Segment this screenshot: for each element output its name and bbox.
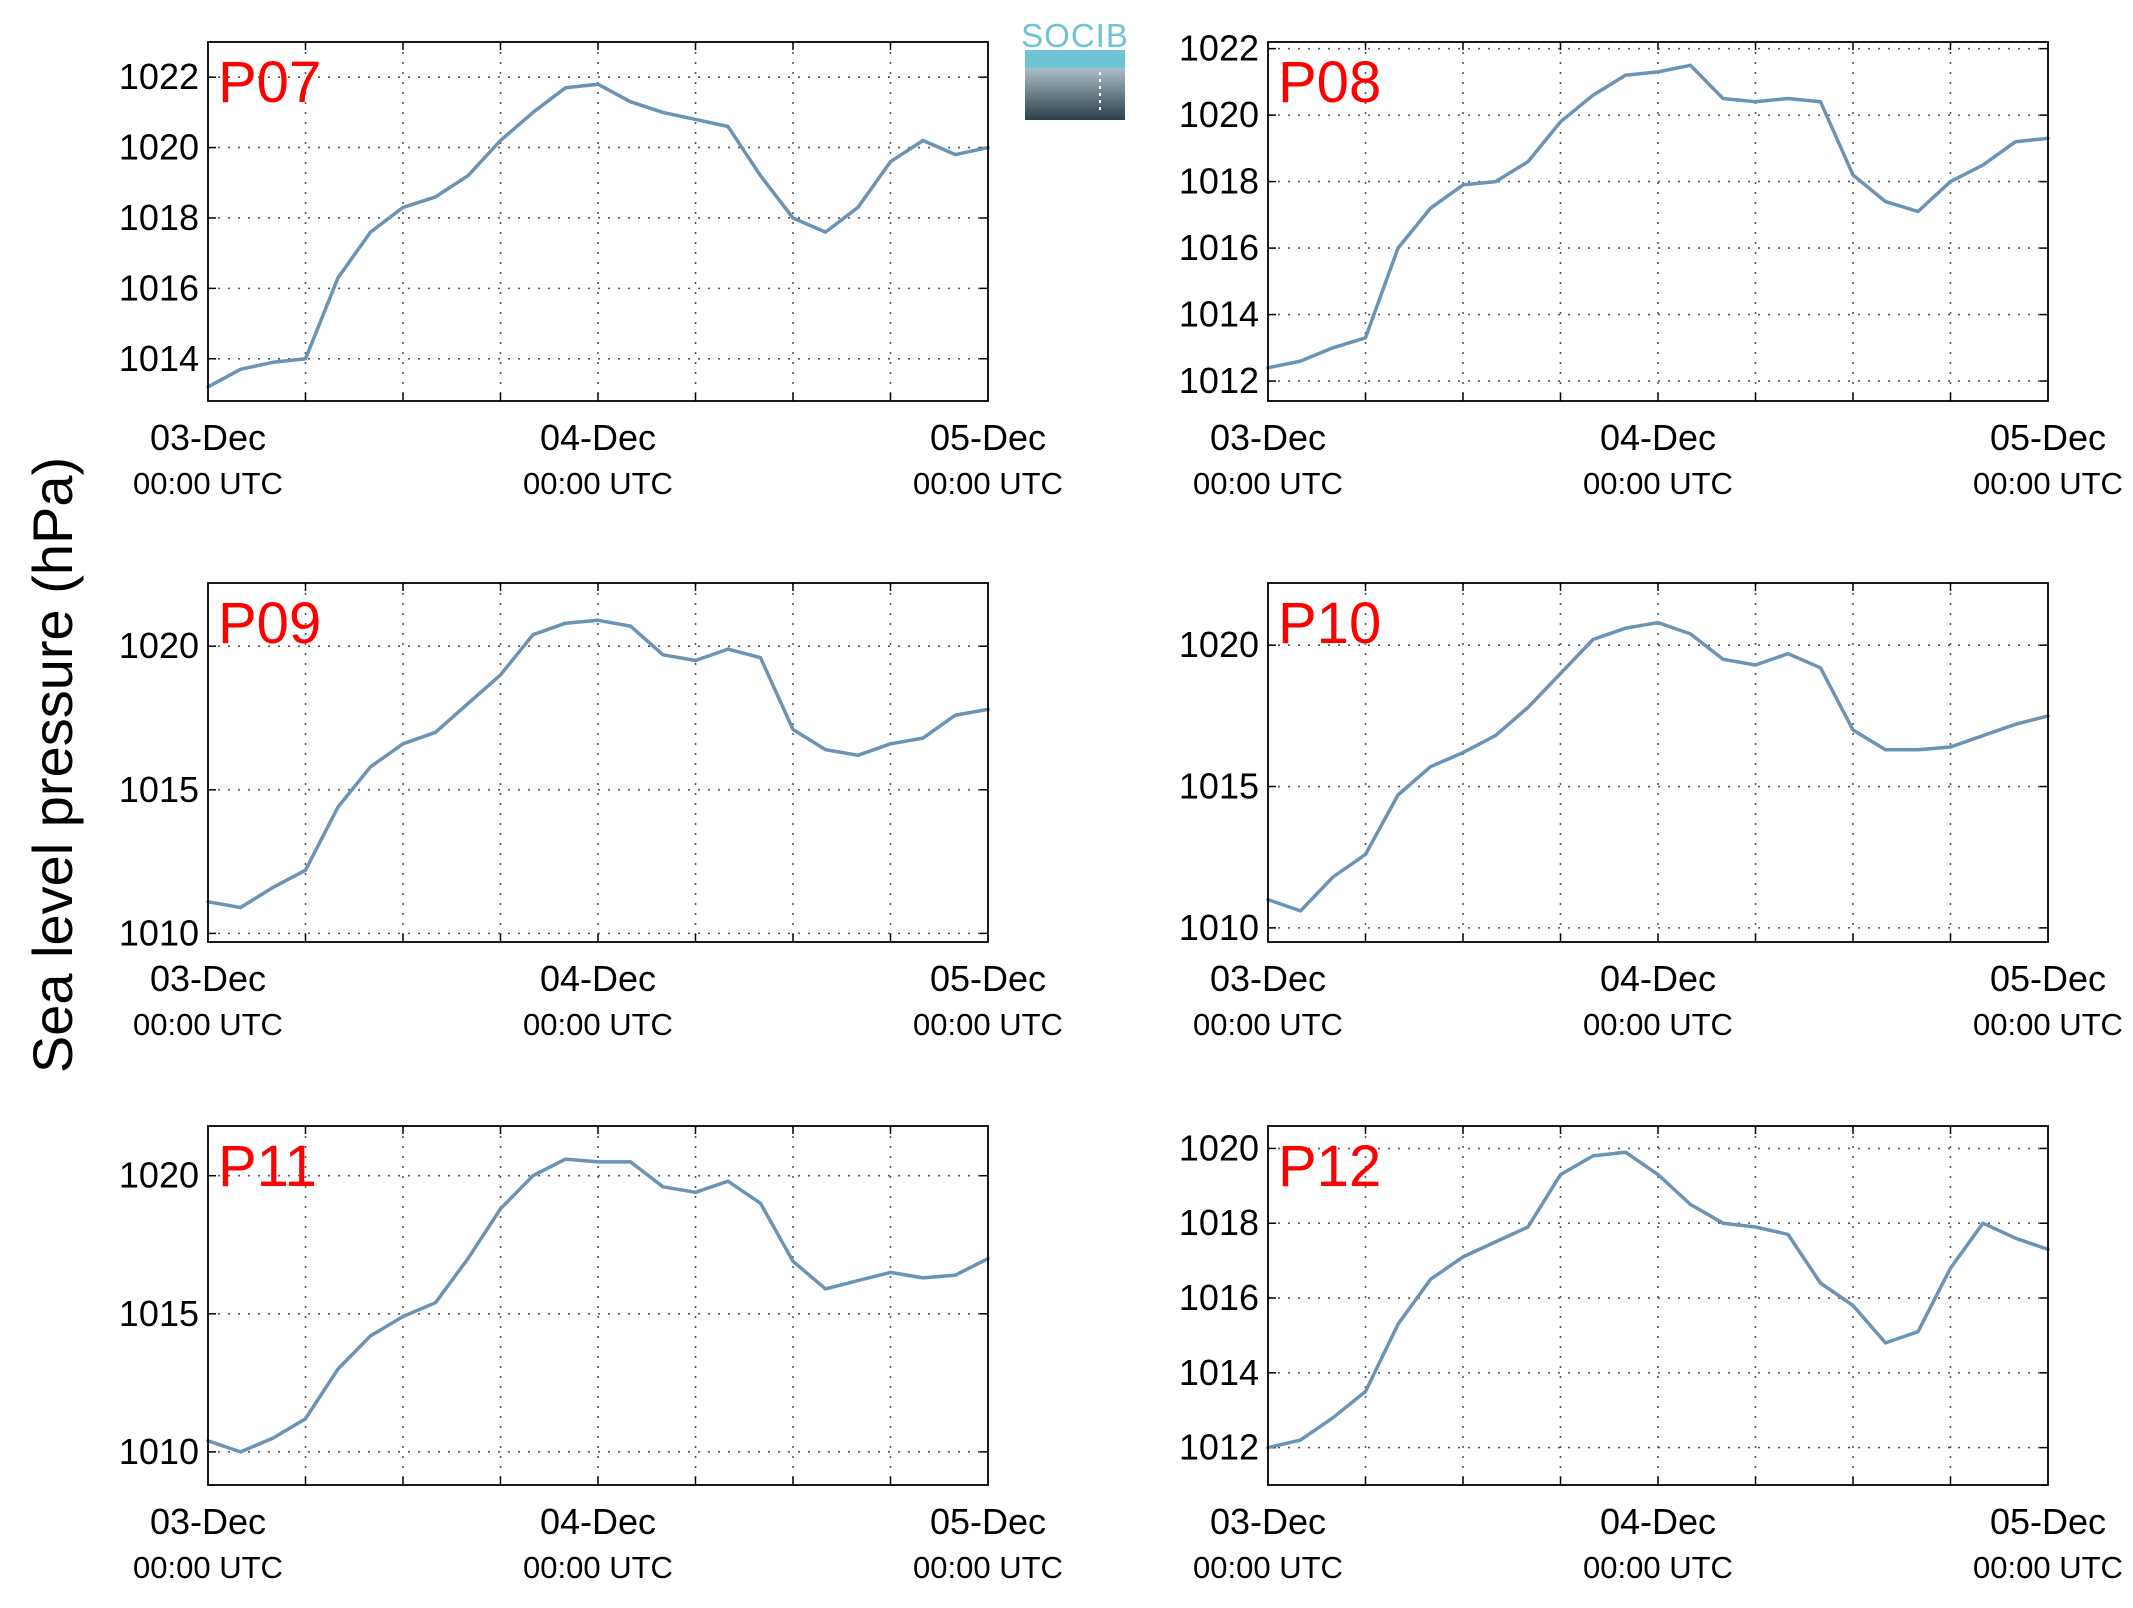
x-tick-label-date: 03-Dec — [1210, 1501, 1326, 1542]
x-tick-label-time: 00:00 UTC — [913, 466, 1063, 501]
x-tick-label-time: 00:00 UTC — [913, 1550, 1063, 1585]
y-tick-label: 1022 — [1179, 28, 1259, 69]
x-tick-label-time: 00:00 UTC — [1583, 466, 1733, 501]
x-tick-label-time: 00:00 UTC — [1583, 1007, 1733, 1042]
x-tick-label-time: 00:00 UTC — [1193, 1550, 1343, 1585]
y-tick-label: 1014 — [1179, 294, 1259, 335]
x-tick-label-date: 04-Dec — [540, 1501, 656, 1542]
x-tick-label-date: 03-Dec — [1210, 958, 1326, 999]
y-tick-label: 1020 — [1179, 624, 1259, 665]
axes-frame — [207, 1125, 989, 1486]
x-tick-label-time: 00:00 UTC — [133, 466, 283, 501]
panel-label: P08 — [1278, 50, 1381, 115]
series-line — [1266, 63, 2050, 370]
series-line — [206, 82, 990, 389]
x-tick-label-date: 05-Dec — [1990, 1501, 2106, 1542]
series-line — [1266, 620, 2050, 913]
series-line — [1266, 1150, 2050, 1450]
y-tick-label: 1014 — [119, 338, 199, 379]
series-line — [206, 618, 990, 910]
y-tick-label: 1014 — [1179, 1352, 1259, 1393]
x-tick-label-date: 04-Dec — [1600, 958, 1716, 999]
y-tick-label: 1010 — [119, 1431, 199, 1472]
socib-logo: SOCIB — [1021, 17, 1129, 120]
x-tick-label-time: 00:00 UTC — [1973, 466, 2123, 501]
panel-label: P07 — [218, 50, 321, 115]
x-tick-label-time: 00:00 UTC — [913, 1007, 1063, 1042]
x-tick-label-date: 04-Dec — [540, 958, 656, 999]
y-tick-label: 1012 — [1179, 360, 1259, 401]
panel-p10: 1010 1015 1020 03-Dec 00:00 UTC 04-Dec 00:00 U… — [1179, 582, 2123, 1042]
x-tick-label-date: 04-Dec — [1600, 417, 1716, 458]
y-tick-label: 1010 — [119, 912, 199, 953]
axes-frame — [207, 582, 989, 943]
x-tick-label-time: 00:00 UTC — [133, 1007, 283, 1042]
panel-p08: 1012 1014 1016 1018 1020 1022 03-Dec 00:00 UTC 0… — [1179, 28, 2123, 501]
axes-frame — [1267, 41, 2049, 402]
x-tick-label-time: 00:00 UTC — [133, 1550, 283, 1585]
panel-p09: 1010 1015 1020 03-Dec 00:00 UTC 04-Dec 00:00 U… — [119, 582, 1063, 1042]
y-tick-label: 1020 — [119, 625, 199, 666]
y-tick-label: 1016 — [119, 267, 199, 308]
x-tick-label-date: 03-Dec — [1210, 417, 1326, 458]
x-tick-label-date: 03-Dec — [150, 1501, 266, 1542]
x-tick-label-date: 04-Dec — [1600, 1501, 1716, 1542]
x-tick-label-date: 05-Dec — [930, 1501, 1046, 1542]
y-tick-label: 1016 — [1179, 1277, 1259, 1318]
y-tick-label: 1020 — [1179, 1127, 1259, 1168]
x-tick-label-date: 03-Dec — [150, 958, 266, 999]
x-tick-label-date: 04-Dec — [540, 417, 656, 458]
panel-label: P12 — [1278, 1134, 1381, 1199]
logo-text: SOCIB — [1021, 17, 1129, 54]
axes-frame — [207, 41, 989, 402]
y-tick-label: 1020 — [119, 1155, 199, 1196]
panel-p12: 1012 1014 1016 1018 1020 03-Dec 00:00 UTC 04-De… — [1179, 1125, 2123, 1585]
y-tick-label: 1018 — [1179, 161, 1259, 202]
y-tick-label: 1016 — [1179, 227, 1259, 268]
y-axis-label: Sea level pressure (hPa) — [21, 457, 84, 1073]
panel-label: P09 — [218, 591, 321, 656]
axes-frame — [1267, 582, 2049, 943]
y-tick-label: 1022 — [119, 56, 199, 97]
x-tick-label-date: 05-Dec — [1990, 417, 2106, 458]
y-tick-label: 1018 — [1179, 1202, 1259, 1243]
y-tick-label: 1012 — [1179, 1427, 1259, 1468]
y-tick-label: 1015 — [119, 769, 199, 810]
panel-label: P10 — [1278, 591, 1381, 656]
x-tick-label-date: 05-Dec — [930, 417, 1046, 458]
y-tick-label: 1020 — [119, 127, 199, 168]
y-tick-label: 1015 — [119, 1293, 199, 1334]
y-tick-label: 1010 — [1179, 907, 1259, 948]
x-tick-label-time: 00:00 UTC — [523, 466, 673, 501]
x-tick-label-date: 05-Dec — [1990, 958, 2106, 999]
x-tick-label-date: 05-Dec — [930, 958, 1046, 999]
panels: 1014 1016 1018 1020 1022 03-Dec 00:00 UTC 04-De… — [119, 28, 2123, 1585]
series-line — [206, 1157, 990, 1454]
y-tick-label: 1015 — [1179, 766, 1259, 807]
x-tick-label-time: 00:00 UTC — [1583, 1550, 1733, 1585]
y-tick-label: 1020 — [1179, 94, 1259, 135]
x-tick-label-date: 03-Dec — [150, 417, 266, 458]
x-tick-label-time: 00:00 UTC — [1973, 1007, 2123, 1042]
x-tick-label-time: 00:00 UTC — [1193, 466, 1343, 501]
x-tick-label-time: 00:00 UTC — [1193, 1007, 1343, 1042]
logo-block — [1025, 68, 1125, 120]
panel-label: P11 — [218, 1134, 317, 1199]
x-tick-label-time: 00:00 UTC — [1973, 1550, 2123, 1585]
x-tick-label-time: 00:00 UTC — [523, 1007, 673, 1042]
panel-p07: 1014 1016 1018 1020 1022 03-Dec 00:00 UTC 04-De… — [119, 41, 1063, 501]
panel-p11: 1010 1015 1020 03-Dec 00:00 UTC 04-Dec 00:00 U… — [119, 1125, 1063, 1585]
axes-frame — [1267, 1125, 2049, 1486]
y-tick-label: 1018 — [119, 197, 199, 238]
logo-wave-top — [1025, 50, 1125, 68]
x-tick-label-time: 00:00 UTC — [523, 1550, 673, 1585]
